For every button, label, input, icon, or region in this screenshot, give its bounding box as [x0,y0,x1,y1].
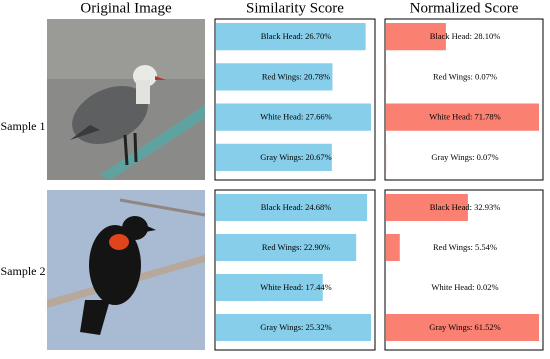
bar [216,23,366,51]
bar [216,314,371,341]
image-sample-1 [47,19,205,180]
row-label: Sample 1 [1,119,46,133]
column-header: Similarity Score [246,0,344,16]
value-label: Red Wings: 20.78% [262,71,330,81]
panel-frame [384,18,544,181]
panel-frame [214,18,376,181]
value-label: Gray Wings: 0.07% [431,152,498,162]
bar [216,274,323,301]
panel-frame [214,189,376,351]
value-label: Red Wings: 0.07% [433,71,497,81]
value-label: Gray Wings: 25.32% [260,322,332,332]
bar [386,314,539,341]
bar [386,103,539,131]
value-label: White Head: 17.44% [260,282,332,292]
bar [386,23,446,51]
value-label: Red Wings: 22.90% [262,242,330,252]
value-label: Gray Wings: 61.52% [429,322,501,332]
value-label: Black Head: 28.10% [430,31,501,41]
value-label: White Head: 71.78% [429,112,501,122]
row-label: Sample 2 [1,264,46,278]
bar [216,63,333,91]
column-header: Normalized Score [410,0,519,16]
bar [216,103,371,131]
bar [216,143,332,171]
image-sample-2 [47,190,206,350]
value-label: Red Wings: 5.54% [433,242,497,252]
value-label: Black Head: 24.68% [261,202,332,212]
value-label: White Head: 27.66% [260,112,332,122]
bar [386,194,468,221]
value-label: Black Head: 26.70% [261,31,332,41]
value-label: Gray Wings: 20.67% [260,152,332,162]
value-label: White Head: 0.02% [431,282,498,292]
bar [386,234,400,261]
panel-frame [384,189,544,351]
bar [216,234,357,261]
bar [216,194,368,221]
column-header: Original Image [80,0,172,16]
value-label: Black Head: 32.93% [430,202,501,212]
